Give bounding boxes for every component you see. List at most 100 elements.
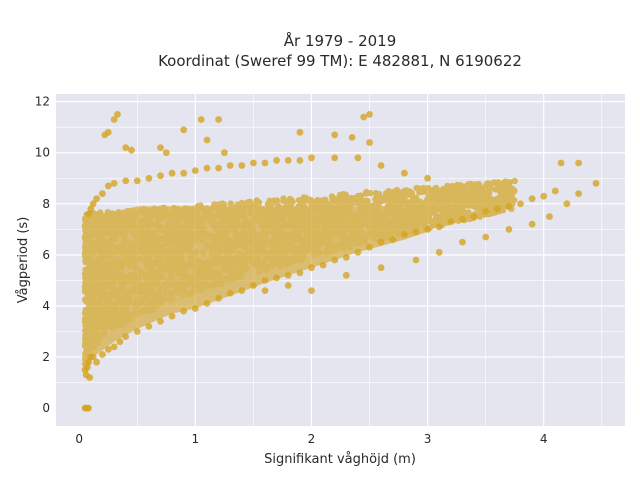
cloud-point (447, 212, 454, 220)
cloud-point (444, 188, 451, 195)
scatter-point (308, 264, 315, 272)
scatter-point-cloud (81, 177, 518, 373)
scatter-point (342, 254, 350, 261)
scatter-point (157, 317, 164, 325)
cloud-point (448, 201, 455, 208)
cloud-point (418, 188, 426, 195)
scatter-point (459, 215, 466, 223)
scatter-point (162, 149, 170, 157)
scatter-point (110, 343, 118, 351)
cloud-point (385, 193, 392, 200)
cloud-point (437, 200, 444, 207)
cloud-point (449, 207, 456, 215)
scatter-point (354, 248, 362, 256)
scatter-point (366, 111, 373, 118)
y-tick-label: 12 (35, 95, 50, 109)
cloud-point (503, 193, 511, 201)
cloud-point (363, 188, 370, 196)
scatter-point (505, 203, 513, 210)
scatter-point (354, 154, 362, 162)
scatter-point (180, 126, 188, 134)
scatter-point (104, 128, 112, 136)
scatter-point (482, 208, 490, 215)
scatter-point (296, 157, 304, 164)
cloud-point (267, 198, 275, 206)
cloud-point (499, 207, 506, 214)
scatter-point (85, 358, 92, 366)
scatter-point (528, 220, 536, 228)
scatter-point (145, 323, 153, 330)
scatter-point (250, 159, 257, 167)
cloud-point (452, 189, 459, 196)
scatter-point (551, 187, 559, 195)
scatter-point (133, 177, 141, 185)
scatter-point (191, 167, 199, 175)
scatter-point (122, 333, 130, 340)
chart-subtitle: Koordinat (Sweref 99 TM): E 482881, N 61… (158, 52, 522, 70)
scatter-point (122, 177, 130, 185)
scatter-point (331, 256, 339, 264)
cloud-point (437, 214, 445, 221)
scatter-point (459, 238, 466, 246)
cloud-point (487, 200, 494, 207)
scatter-point (342, 271, 350, 279)
scatter-point (203, 300, 211, 307)
scatter-point (85, 210, 92, 218)
cloud-point (413, 184, 420, 192)
x-tick-label: 2 (308, 432, 316, 446)
y-tick-label: 8 (42, 197, 50, 211)
cloud-point (431, 193, 438, 201)
cloud-point (459, 195, 467, 202)
scatter-point (261, 287, 269, 294)
scatter-point (168, 312, 176, 320)
cloud-point (482, 195, 490, 203)
dense-point-cloud (86, 201, 428, 373)
x-tick-label: 3 (424, 432, 432, 446)
scatter-point (360, 113, 368, 121)
scatter-point (319, 261, 327, 269)
scatter-point (116, 338, 124, 346)
cloud-point (227, 200, 234, 207)
scatter-point (89, 200, 97, 208)
scatter-point (284, 157, 292, 164)
scatter-point (84, 363, 91, 371)
cloud-point (425, 184, 432, 192)
scatter-point (168, 169, 176, 177)
scatter-point (93, 195, 100, 203)
scatter-point (85, 404, 92, 412)
cloud-point (469, 184, 476, 191)
cloud-point (403, 187, 410, 194)
cloud-point (475, 195, 482, 203)
cloud-point (462, 183, 469, 190)
scatter-point (180, 307, 188, 315)
scatter-point (377, 162, 385, 169)
scatter-point (110, 180, 118, 187)
x-axis-label: Signifikant våghöjd (m) (264, 452, 416, 467)
x-axis-ticks: 0 1 2 3 4 (75, 432, 547, 446)
scatter-point (348, 134, 356, 141)
scatter-point (157, 172, 164, 180)
cloud-point (318, 198, 325, 206)
cloud-point (299, 197, 307, 204)
chart-title: År 1979 - 2019 (284, 31, 397, 50)
cloud-point (457, 182, 464, 189)
cloud-point (508, 185, 515, 192)
scatter-point (401, 169, 408, 177)
scatter-point (89, 353, 97, 361)
scatter-point (284, 282, 292, 289)
scatter-point (215, 116, 223, 123)
cloud-point (350, 197, 357, 204)
scatter-point (110, 116, 118, 123)
scatter-point (215, 164, 223, 172)
scatter-point (377, 264, 385, 272)
scatter-point (424, 226, 431, 233)
scatter-point (575, 159, 582, 167)
scatter-point (99, 190, 106, 198)
scatter-point (296, 269, 304, 277)
scatter-point (412, 256, 420, 264)
scatter-point (412, 228, 420, 236)
scatter-point (546, 213, 553, 221)
cloud-point (332, 196, 340, 203)
scatter-point (366, 243, 373, 251)
scatter-point (203, 164, 211, 172)
